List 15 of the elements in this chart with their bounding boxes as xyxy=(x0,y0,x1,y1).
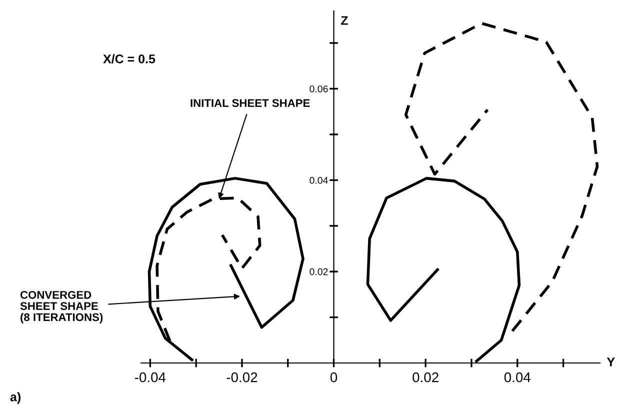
annotation: INITIAL SHEET SHAPE xyxy=(190,99,310,107)
y-tick-label: 0.04 xyxy=(310,176,328,184)
x-axis-title: Y xyxy=(606,358,615,366)
y-tick-label: 0.02 xyxy=(310,268,328,276)
x-tick-label: -0.04 xyxy=(134,372,166,382)
x-tick-label: 0.02 xyxy=(412,372,438,382)
y-tick-label: 0.06 xyxy=(310,85,328,92)
annotation: CONVERGED SHEET SHAPE (8 ITERATIONS) xyxy=(20,290,103,324)
x-tick-label: 0.04 xyxy=(504,372,530,382)
y-axis-title: Z xyxy=(341,16,348,25)
line-series xyxy=(404,22,599,332)
x-tick-label: -0.02 xyxy=(226,372,258,382)
annotation: X/C = 0.5 xyxy=(103,54,156,64)
x-tick-label: 0 xyxy=(330,372,338,382)
text: a) xyxy=(10,392,20,404)
